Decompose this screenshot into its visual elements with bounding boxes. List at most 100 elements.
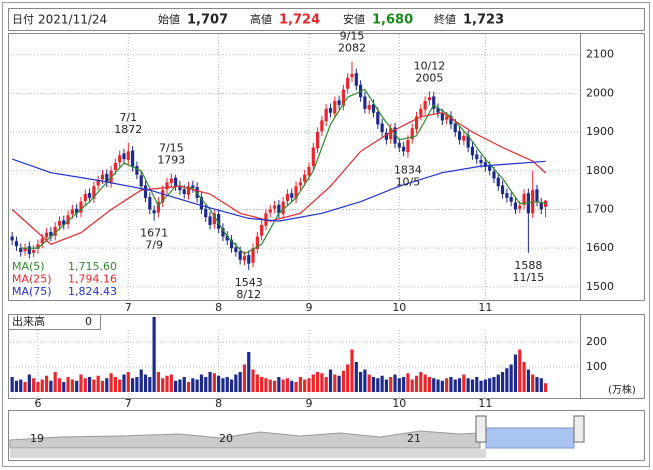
- candle-body: [466, 135, 470, 148]
- volume-bar: [217, 375, 221, 392]
- volume-bar: [457, 378, 462, 392]
- candle-body: [242, 255, 247, 261]
- volume-bar: [337, 375, 341, 392]
- candle-body: [328, 108, 333, 113]
- navigator-scrollbar[interactable]: [10, 449, 486, 458]
- candle-body: [337, 100, 341, 105]
- volume-bar: [255, 374, 259, 392]
- candle-body: [44, 232, 49, 238]
- candle-body: [135, 166, 139, 175]
- volume-bar: [513, 354, 518, 392]
- candle-body: [126, 151, 130, 160]
- volume-bar: [135, 377, 139, 392]
- volume-bar: [414, 375, 419, 392]
- candle-body: [294, 186, 298, 199]
- legend-value: 1,794.16: [68, 273, 117, 286]
- annotation-value: 2005: [415, 71, 443, 84]
- annotation-date: 11/15: [513, 271, 545, 284]
- y-tick-label: 200: [586, 335, 607, 348]
- x-tick-label: 7: [125, 397, 132, 410]
- candle-body: [225, 235, 229, 241]
- x-tick-label: 9: [305, 301, 312, 314]
- candle-body: [100, 174, 105, 180]
- legend-value: 1,715.60: [68, 260, 117, 273]
- volume-bar: [402, 377, 406, 392]
- volume-bar: [268, 379, 272, 392]
- candle-body: [526, 193, 530, 214]
- volume-bar: [315, 372, 320, 392]
- navigator-label: 21: [407, 432, 421, 445]
- candle-body: [298, 182, 302, 186]
- volume-bar: [397, 378, 401, 392]
- candle-body: [148, 197, 152, 210]
- annotation-value: 1834: [394, 164, 422, 177]
- candle-body: [427, 97, 432, 101]
- candle-body: [341, 89, 345, 106]
- volume-bar: [53, 372, 57, 392]
- candle-body: [156, 201, 161, 213]
- volume-title: 出来高: [12, 314, 45, 328]
- candle-body: [208, 216, 212, 225]
- candle-body: [221, 228, 225, 237]
- x-tick-label: 8: [215, 397, 222, 410]
- candle-body: [410, 128, 414, 140]
- candle-body: [204, 208, 208, 218]
- candle-body: [217, 214, 221, 229]
- candle-body: [182, 189, 186, 194]
- candle-body: [212, 213, 216, 225]
- candle-body: [53, 226, 57, 236]
- volume-bar: [367, 374, 371, 392]
- volume-bar: [543, 383, 548, 392]
- y-tick-label: 1900: [586, 125, 614, 138]
- volume-bar: [479, 380, 483, 392]
- candle-body: [376, 111, 380, 125]
- candle-body: [229, 239, 234, 249]
- volume-bar: [44, 375, 49, 392]
- volume-bar: [260, 377, 264, 392]
- candle-body: [475, 154, 479, 160]
- volume-bar: [109, 373, 113, 392]
- candle-body: [174, 177, 178, 187]
- volume-bar: [522, 362, 526, 392]
- candle-body: [92, 186, 96, 199]
- volume-bar: [229, 379, 234, 392]
- legend-value: 1,824.43: [68, 285, 117, 298]
- header-label: 高値: [250, 12, 272, 26]
- candle-body: [518, 205, 522, 209]
- navigator-handle[interactable]: [573, 415, 585, 443]
- candle-body: [113, 163, 117, 170]
- candle-body: [255, 236, 259, 249]
- candle-body: [311, 147, 315, 167]
- annotation-date: 10/5: [396, 176, 421, 189]
- candle-body: [535, 189, 539, 202]
- navigator-label: 19: [30, 432, 44, 445]
- volume-bar: [212, 373, 216, 392]
- volume-bar: [32, 378, 36, 392]
- candle-body: [260, 224, 264, 236]
- candle-body: [453, 123, 457, 133]
- volume-bar: [204, 377, 208, 392]
- volume-bar: [113, 377, 117, 392]
- volume-bar: [453, 379, 457, 392]
- candle-body: [238, 251, 242, 260]
- volume-bar: [380, 375, 384, 392]
- volume-bar: [526, 369, 530, 392]
- volume-bar: [126, 372, 130, 392]
- x-tick-label: 10: [392, 397, 406, 410]
- candle-body: [363, 96, 367, 109]
- volume-bar: [165, 375, 169, 392]
- volume-bar: [492, 377, 496, 392]
- navigator-handle[interactable]: [475, 415, 487, 443]
- volume-bar: [234, 374, 238, 392]
- volume-bar: [186, 382, 191, 392]
- candle-body: [118, 155, 122, 163]
- navigator-selection[interactable]: [485, 427, 575, 449]
- volume-bar: [427, 377, 432, 392]
- volume-bar: [505, 368, 509, 392]
- candle-body: [393, 127, 397, 144]
- candle-body: [251, 248, 255, 263]
- volume-bar: [208, 372, 212, 392]
- legend-box: [10, 259, 118, 299]
- candle-body: [479, 159, 483, 164]
- header-label: 安値: [343, 12, 365, 26]
